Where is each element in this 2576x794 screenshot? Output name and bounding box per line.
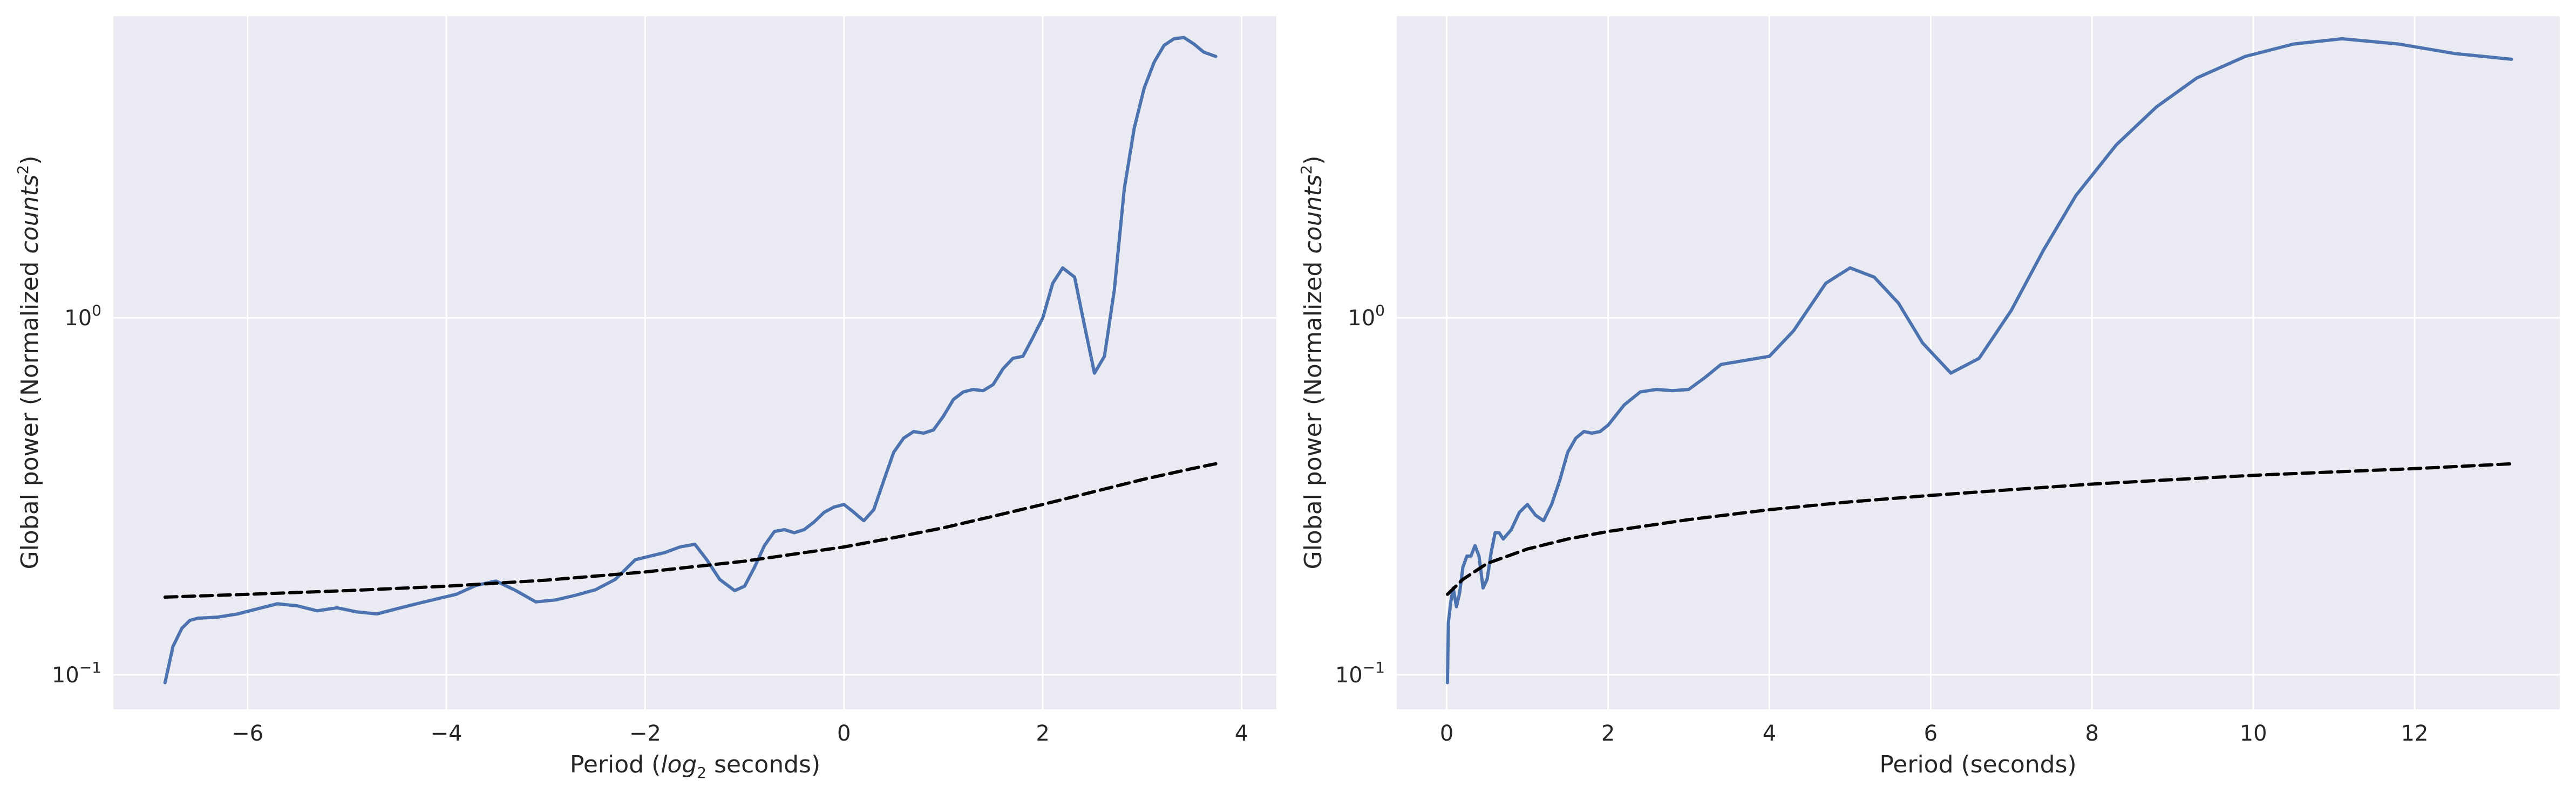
right-x-tick-label: 2 <box>1601 721 1615 746</box>
right-significance-line <box>1446 462 2513 596</box>
left-series <box>163 36 1218 685</box>
right-x-tick-label: 8 <box>2085 721 2098 746</box>
left-y-tick-label: 100 <box>64 302 101 331</box>
right-x-tick-label: 4 <box>1763 721 1776 746</box>
right-y-tick-label: 10−1 <box>1335 659 1385 688</box>
right-x-axis-label: Period (seconds) <box>1879 751 2076 778</box>
left-significance-line <box>163 462 1218 599</box>
left-plot-background <box>113 16 1276 709</box>
right-y-tick-label: 100 <box>1348 302 1385 331</box>
right-x-tick-labels: 0 2 4 6 8 10 12 <box>1440 721 2429 746</box>
left-x-tick-label: 2 <box>1036 721 1049 746</box>
right-x-tick-label: 12 <box>2401 721 2429 746</box>
left-x-tick-label: −6 <box>232 721 263 746</box>
left-x-tick-label: 0 <box>837 721 851 746</box>
left-y-tick-label: 10−1 <box>52 659 101 688</box>
left-x-tick-labels: −6 −4 −2 0 2 4 <box>232 721 1248 746</box>
left-x-tick-label: 4 <box>1235 721 1248 746</box>
left-y-tick-labels: 10−1 100 <box>52 302 101 688</box>
right-y-axis-label: Global power (Normalized counts2) <box>1297 155 1327 569</box>
right-x-tick-label: 6 <box>1924 721 1938 746</box>
left-x-tick-label: −4 <box>431 721 463 746</box>
right-series <box>1446 37 2513 685</box>
right-x-tick-label: 10 <box>2240 721 2267 746</box>
left-y-axis-label: Global power (Normalized counts2) <box>14 155 44 569</box>
right-x-tick-label: 0 <box>1440 721 1453 746</box>
left-power-line <box>163 36 1218 685</box>
right-y-tick-labels: 10−1 100 <box>1335 302 1385 688</box>
left-grid <box>113 16 1276 709</box>
left-x-axis-label: Period (log2 seconds) <box>570 751 820 782</box>
right-panel: 0 2 4 6 8 10 12 10−1 100 Period (seconds) Globa… <box>1297 16 2560 778</box>
left-x-tick-label: −2 <box>629 721 661 746</box>
right-plot-background <box>1397 16 2560 709</box>
right-power-line <box>1446 37 2513 685</box>
